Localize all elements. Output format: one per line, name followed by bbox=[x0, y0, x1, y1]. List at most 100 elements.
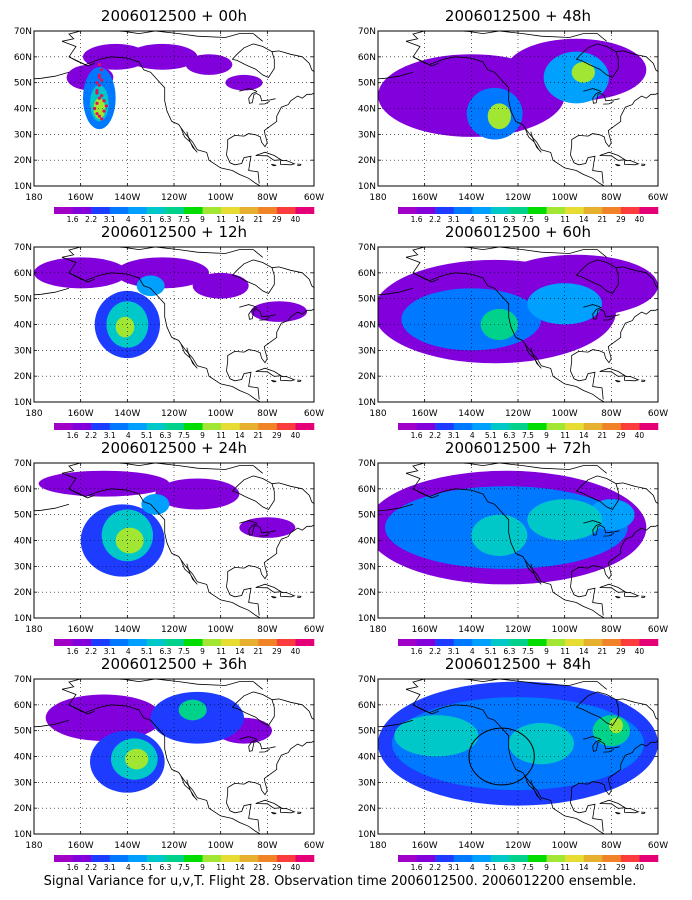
colorbar-swatch bbox=[72, 207, 92, 214]
coastline bbox=[279, 375, 296, 382]
colorbar-swatch bbox=[91, 855, 111, 862]
colorbar-swatch bbox=[239, 639, 259, 646]
coastline bbox=[570, 360, 604, 400]
colorbar-label: 1.6 bbox=[411, 215, 423, 224]
colorbar-swatch bbox=[583, 207, 603, 214]
coastline bbox=[255, 367, 283, 377]
colorbar-swatch bbox=[639, 639, 659, 646]
map-panel: 2006012500 + 24h 10N 20N 30N 40N 50N 60N 70N 180… bbox=[14, 439, 324, 656]
colorbar-swatch bbox=[453, 423, 473, 430]
x-tick-label: 180 bbox=[369, 409, 386, 419]
y-tick-label: 60N bbox=[14, 485, 32, 495]
panel-title: 2006012500 + 36h bbox=[101, 655, 247, 673]
colorbar-swatch bbox=[54, 423, 73, 430]
coastline bbox=[34, 503, 70, 512]
colorbar-label: 5.1 bbox=[485, 647, 497, 656]
x-tick-label: 60W bbox=[304, 409, 324, 419]
coastline bbox=[599, 151, 627, 161]
x-tick-label: 60W bbox=[304, 841, 324, 851]
colorbar-swatch bbox=[490, 423, 510, 430]
x-tick-label: 120W bbox=[161, 841, 187, 851]
colorbar-swatch bbox=[165, 207, 185, 214]
x-tick-label: 60W bbox=[304, 625, 324, 635]
colorbar-label: 40 bbox=[291, 647, 301, 656]
colorbar-label: 1.6 bbox=[67, 431, 79, 440]
y-tick-label: 70N bbox=[358, 243, 376, 253]
coastline bbox=[524, 775, 542, 801]
coastline bbox=[615, 811, 621, 815]
coastline bbox=[405, 688, 605, 834]
colorbar-swatch bbox=[54, 855, 73, 862]
variance-contour bbox=[185, 54, 233, 75]
y-tick-label: 10N bbox=[14, 398, 32, 408]
colorbar-label: 5.1 bbox=[141, 863, 153, 872]
observation-point bbox=[95, 81, 99, 85]
colorbar-swatch bbox=[398, 639, 417, 646]
coastline bbox=[405, 256, 605, 402]
colorbar-swatch bbox=[639, 423, 659, 430]
y-tick-label: 10N bbox=[358, 398, 376, 408]
coastline bbox=[405, 463, 607, 474]
colorbar-swatch bbox=[202, 639, 222, 646]
observation-point bbox=[97, 62, 101, 67]
colorbar-label: 6.3 bbox=[503, 431, 515, 440]
colorbar-swatch bbox=[295, 855, 315, 862]
coastline bbox=[255, 799, 283, 809]
colorbar-label: 40 bbox=[635, 647, 645, 656]
coastline bbox=[239, 520, 276, 536]
x-tick-label: 180 bbox=[25, 625, 42, 635]
x-tick-label: 100W bbox=[208, 193, 234, 203]
coastline bbox=[226, 576, 260, 616]
coastline bbox=[524, 559, 542, 585]
observation-point bbox=[102, 109, 106, 113]
colorbar-swatch bbox=[276, 855, 296, 862]
colorbar-swatch bbox=[184, 855, 203, 862]
x-tick-label: 140W bbox=[114, 841, 140, 851]
colorbar-swatch bbox=[435, 639, 455, 646]
x-tick-label: 140W bbox=[458, 841, 484, 851]
coastline bbox=[232, 475, 275, 511]
x-tick-label: 140W bbox=[458, 409, 484, 419]
colorbar-swatch bbox=[146, 639, 166, 646]
colorbar-swatch bbox=[435, 207, 455, 214]
colorbar-label: 6.3 bbox=[159, 647, 171, 656]
colorbar-label: 4 bbox=[470, 431, 475, 440]
map-panel: 2006012500 + 72h 10N 20N 30N 40N 50N 60N 70N 180… bbox=[358, 439, 668, 656]
coastline bbox=[61, 679, 263, 690]
x-tick-label: 140W bbox=[114, 193, 140, 203]
x-tick-label: 120W bbox=[161, 409, 187, 419]
x-tick-label: 180 bbox=[369, 625, 386, 635]
colorbar-swatch bbox=[239, 855, 259, 862]
colorbar-label: 6.3 bbox=[503, 647, 515, 656]
colorbar-label: 29 bbox=[272, 215, 282, 224]
x-tick-label: 100W bbox=[208, 841, 234, 851]
coastline bbox=[641, 595, 646, 599]
colorbar-swatch bbox=[602, 423, 622, 430]
x-tick-label: 120W bbox=[505, 409, 531, 419]
colorbar-swatch bbox=[202, 855, 222, 862]
coastline bbox=[271, 482, 314, 515]
colorbar-label: 40 bbox=[291, 863, 301, 872]
colorbar-swatch bbox=[472, 639, 492, 646]
colorbar-swatch bbox=[91, 207, 111, 214]
variance-contour bbox=[471, 514, 528, 556]
y-tick-label: 60N bbox=[358, 269, 376, 279]
colorbar-swatch bbox=[565, 855, 585, 862]
coastline bbox=[255, 583, 283, 593]
colorbar-swatch bbox=[583, 423, 603, 430]
coastline bbox=[624, 807, 640, 814]
colorbar-label: 21 bbox=[254, 647, 264, 656]
coastline bbox=[405, 679, 607, 690]
colorbar-swatch bbox=[528, 639, 547, 646]
colorbar-label: 5.1 bbox=[485, 431, 497, 440]
coastline bbox=[583, 304, 620, 320]
colorbar-swatch bbox=[472, 423, 492, 430]
colorbar-swatch bbox=[602, 855, 622, 862]
colorbar-swatch bbox=[165, 855, 185, 862]
colorbar-swatch bbox=[184, 207, 203, 214]
colorbar-swatch bbox=[528, 423, 547, 430]
x-tick-label: 60W bbox=[648, 409, 668, 419]
colorbar-label: 1.6 bbox=[411, 647, 423, 656]
y-tick-label: 10N bbox=[14, 182, 32, 192]
colorbar-swatch bbox=[602, 207, 622, 214]
